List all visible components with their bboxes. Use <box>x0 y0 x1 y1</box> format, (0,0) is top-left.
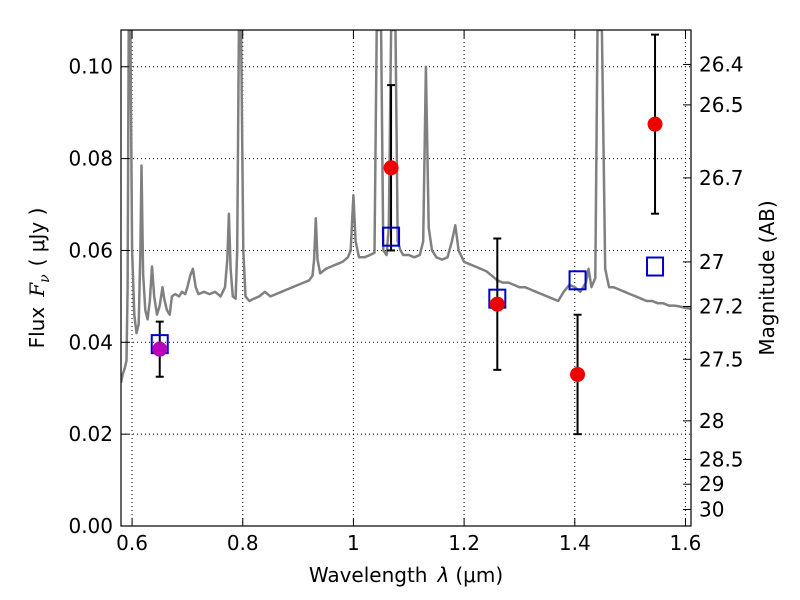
y-axis-label: FluxFν( μJy ) <box>25 208 53 349</box>
x-tick-label: 1.4 <box>559 531 591 555</box>
observed-point <box>489 296 505 312</box>
y-tick-label: 0.00 <box>68 514 113 538</box>
y2-tick-label: 26.7 <box>699 166 744 190</box>
y-tick-label: 0.04 <box>68 330 113 354</box>
plot-frame <box>120 29 692 527</box>
model-point <box>568 270 587 291</box>
x-axis-label: Wavelength λ (μm) <box>309 563 503 587</box>
y2-tick-label: 26.4 <box>699 52 744 76</box>
ticks: 0.6 0.8 1 1.2 1.4 1.6 0.00 0.02 0.04 0.06 0.08 0.10… <box>68 30 744 555</box>
x-tick-label: 1.6 <box>670 531 702 555</box>
y2-tick-label: 29 <box>699 472 724 496</box>
observed-point <box>383 160 399 176</box>
x-tick-label: 1 <box>347 531 360 555</box>
observed-points <box>152 116 663 382</box>
y-tick-label: 0.02 <box>68 422 113 446</box>
y2-tick-label: 28.5 <box>699 447 744 471</box>
y2-axis-label: Magnitude (AB) <box>755 200 779 355</box>
y2-tick-label: 26.5 <box>699 93 744 117</box>
model-point <box>382 226 401 247</box>
y2-tick-label: 27.5 <box>699 347 744 371</box>
spectrum-series <box>121 30 691 383</box>
x-tick-label: 1.2 <box>448 531 480 555</box>
observed-point <box>152 341 168 357</box>
observed-point <box>647 116 663 132</box>
grid <box>121 30 691 527</box>
observed-point <box>570 366 586 382</box>
x-tick-label: 0.8 <box>227 531 259 555</box>
x-tick-label: 0.6 <box>116 531 148 555</box>
y2-tick-label: 27.2 <box>699 294 744 318</box>
y2-tick-label: 28 <box>699 409 724 433</box>
y-tick-label: 0.08 <box>68 147 113 171</box>
y2-tick-label: 27 <box>699 250 724 274</box>
y2-tick-label: 30 <box>699 497 724 521</box>
spectrum-line <box>121 30 691 383</box>
y-tick-label: 0.06 <box>68 238 113 262</box>
y-tick-label: 0.10 <box>68 55 113 79</box>
model-point <box>646 256 665 277</box>
